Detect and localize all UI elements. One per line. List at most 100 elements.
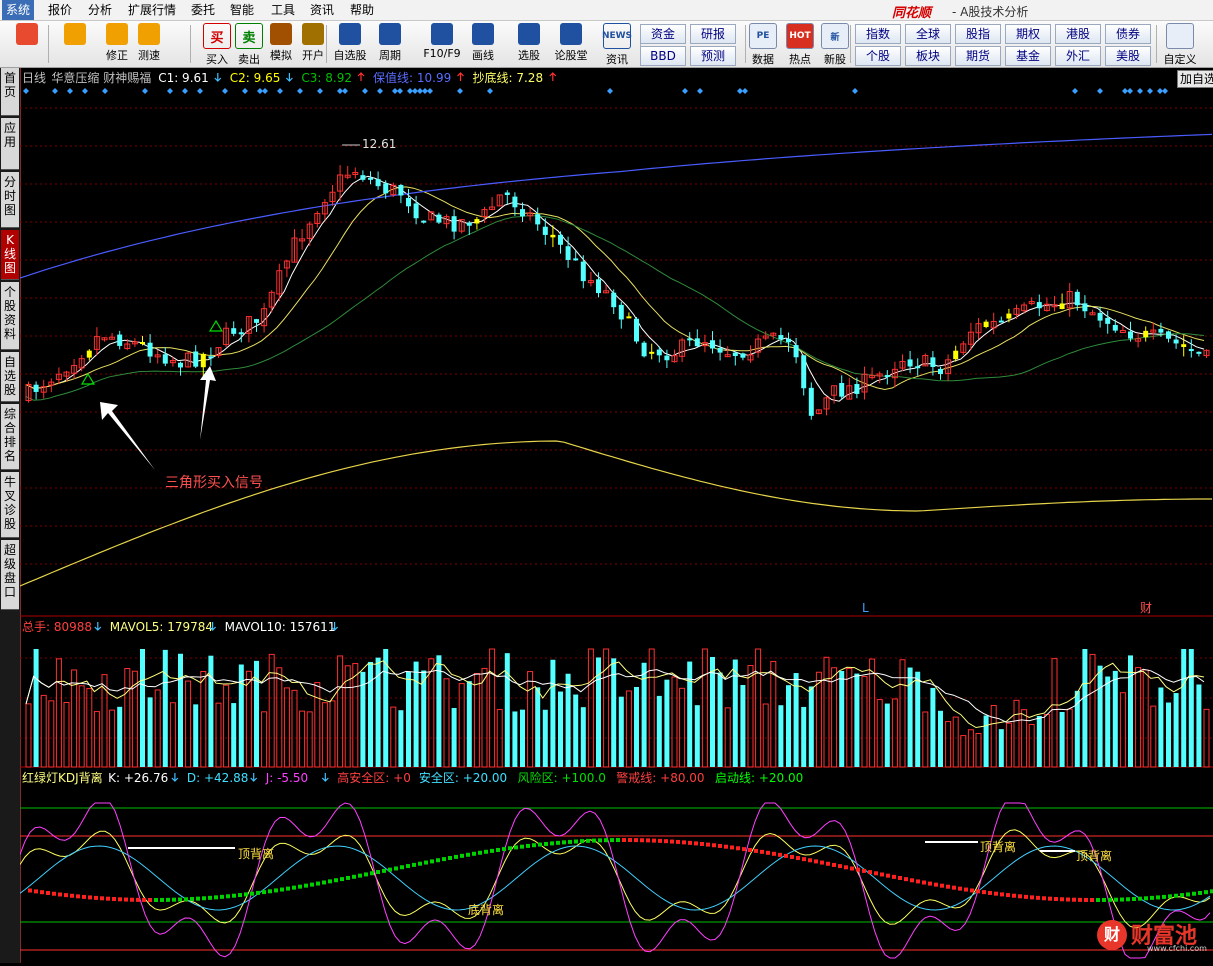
menu-item-7[interactable]: 资讯: [310, 3, 335, 17]
candle-body: [801, 355, 807, 389]
side-tab-4[interactable]: 个股资料: [1, 282, 19, 350]
kdj-light-dot: [826, 861, 830, 866]
toolbar-button-document[interactable]: F10/F9: [420, 23, 464, 67]
toolbar-button-back-arrow[interactable]: [58, 23, 92, 67]
market-button-1[interactable]: 全球: [905, 24, 951, 44]
kdj-light-dot: [874, 871, 878, 876]
kdj-light-dot: [574, 839, 578, 844]
candle-body: [261, 308, 268, 327]
candle-body: [124, 343, 131, 349]
side-tab-8[interactable]: 超级盘口: [1, 540, 19, 610]
kdj-light-dot: [250, 891, 254, 896]
toolbar-label: 论股堂: [554, 49, 588, 62]
toolbar-button-star[interactable]: 自选股: [333, 23, 367, 67]
toolbar-button-sell[interactable]: 卖卖出: [232, 23, 266, 67]
toolbar-button-grid[interactable]: [10, 23, 44, 67]
toolbar-button-buy[interactable]: 买买入: [200, 23, 234, 67]
volume-bar: [306, 711, 313, 768]
kdj-light-dot: [832, 862, 836, 867]
candle-body: [915, 366, 921, 369]
market-button-10[interactable]: 外汇: [1055, 46, 1101, 66]
market-button-3[interactable]: 期权: [1005, 24, 1051, 44]
side-tab-5[interactable]: 自选股: [1, 352, 19, 402]
volume-bar: [625, 690, 632, 768]
volume-bar: [398, 710, 404, 767]
menu-item-1[interactable]: 报价: [48, 3, 73, 17]
market-button-2[interactable]: 股指: [955, 24, 1001, 44]
side-tab-0[interactable]: 首页: [1, 68, 19, 116]
window-subtitle: - A股技术分析: [952, 5, 1029, 19]
quick-button-1[interactable]: BBD: [640, 46, 686, 66]
volume-bar: [694, 705, 700, 767]
add-watchlist-button[interactable]: 加自选: [1177, 70, 1213, 88]
volume-bar: [55, 658, 62, 768]
market-button-7[interactable]: 板块: [905, 46, 951, 66]
market-button-9[interactable]: 基金: [1005, 46, 1051, 66]
toolbar-button-custom[interactable]: 自定义: [1160, 23, 1200, 67]
menu-item-5[interactable]: 智能: [230, 3, 255, 17]
kdj-light-dot: [322, 880, 326, 885]
candle-body: [930, 357, 936, 367]
side-tab-6[interactable]: 综合排名: [1, 404, 19, 470]
market-button-11[interactable]: 美股: [1105, 46, 1151, 66]
quick-button-2[interactable]: 研报: [690, 24, 736, 44]
kdj-light-dot: [100, 896, 104, 901]
volume-bar: [710, 656, 715, 767]
market-button-6[interactable]: 个股: [855, 46, 901, 66]
side-tab-1[interactable]: 应用: [1, 118, 19, 170]
down-arrow-icon: [250, 773, 258, 782]
kdj-light-dot: [46, 890, 50, 895]
toolbar-button-pe[interactable]: PE 数据: [746, 23, 780, 67]
kdj-light-dot: [652, 838, 656, 843]
toolbar-button-pen[interactable]: 画线: [466, 23, 500, 67]
toolbar-button-new-stock[interactable]: 新新股: [818, 23, 852, 67]
kdj-light-dot: [358, 873, 362, 878]
toolbar-button-lock[interactable]: 开户: [296, 23, 330, 67]
quick-button-3[interactable]: 预测: [690, 46, 736, 66]
toolbar-button-hot[interactable]: HOT 热点: [783, 23, 817, 67]
kdj-light-dot: [598, 838, 602, 843]
forum-icon: [560, 23, 582, 45]
volume-bar: [732, 659, 738, 767]
market-button-8[interactable]: 期货: [955, 46, 1001, 66]
market-button-4[interactable]: 港股: [1055, 24, 1101, 44]
menu-item-3[interactable]: 扩展行情: [128, 3, 177, 17]
menu-item-4[interactable]: 委托: [191, 3, 216, 17]
kdj-light-dot: [352, 874, 356, 879]
toolbar-button-updown-arrow[interactable]: 修正: [100, 23, 134, 67]
toolbar-button-monitor[interactable]: 选股: [512, 23, 546, 67]
kdj-light-dot: [436, 858, 440, 863]
candle-body: [71, 364, 78, 374]
kline-chart-svg[interactable]: 日线 华意压缩 财神赐福 C1: 9.61 C2: 9.65 C3: 8.92 保值线: …: [19, 68, 1213, 963]
menu-item-0[interactable]: 系统: [2, 0, 35, 20]
toolbar-button-clock[interactable]: 周期: [373, 23, 407, 67]
menu-item-2[interactable]: 分析: [88, 3, 113, 17]
kdj-light-dot: [940, 883, 944, 888]
side-tab-3[interactable]: K线图: [1, 230, 19, 280]
volume-bar: [504, 653, 510, 767]
menu-item-8[interactable]: 帮助: [350, 3, 375, 17]
volume-bar: [634, 686, 639, 767]
toolbar-button-forum[interactable]: 论股堂: [554, 23, 588, 67]
side-tab-2[interactable]: 分时图: [1, 172, 19, 228]
market-button-5[interactable]: 债券: [1105, 24, 1151, 44]
divergence-bottom-label: 底背离: [468, 902, 504, 917]
volume-bar: [808, 686, 814, 767]
candle-body: [185, 352, 192, 368]
market-button-0[interactable]: 指数: [855, 24, 901, 44]
volume-bar: [724, 707, 731, 768]
toolbar-label: 资讯: [606, 53, 628, 66]
toolbar-button-speed[interactable]: 测速: [132, 23, 166, 67]
candle-body: [770, 332, 777, 336]
quick-button-0[interactable]: 资金: [640, 24, 686, 44]
kdj-light-dot: [712, 843, 716, 848]
volume-bar: [1158, 687, 1164, 767]
volume-bar: [321, 702, 328, 768]
toolbar-button-news[interactable]: NEWS 资讯: [600, 23, 634, 67]
kdj-light-dot: [1090, 897, 1094, 902]
candle-body: [687, 338, 693, 341]
menu-item-6[interactable]: 工具: [271, 3, 296, 17]
side-tab-7[interactable]: 牛叉诊股: [1, 472, 19, 538]
toolbar-button-hammer[interactable]: 模拟: [264, 23, 298, 67]
candle-body: [839, 383, 845, 397]
